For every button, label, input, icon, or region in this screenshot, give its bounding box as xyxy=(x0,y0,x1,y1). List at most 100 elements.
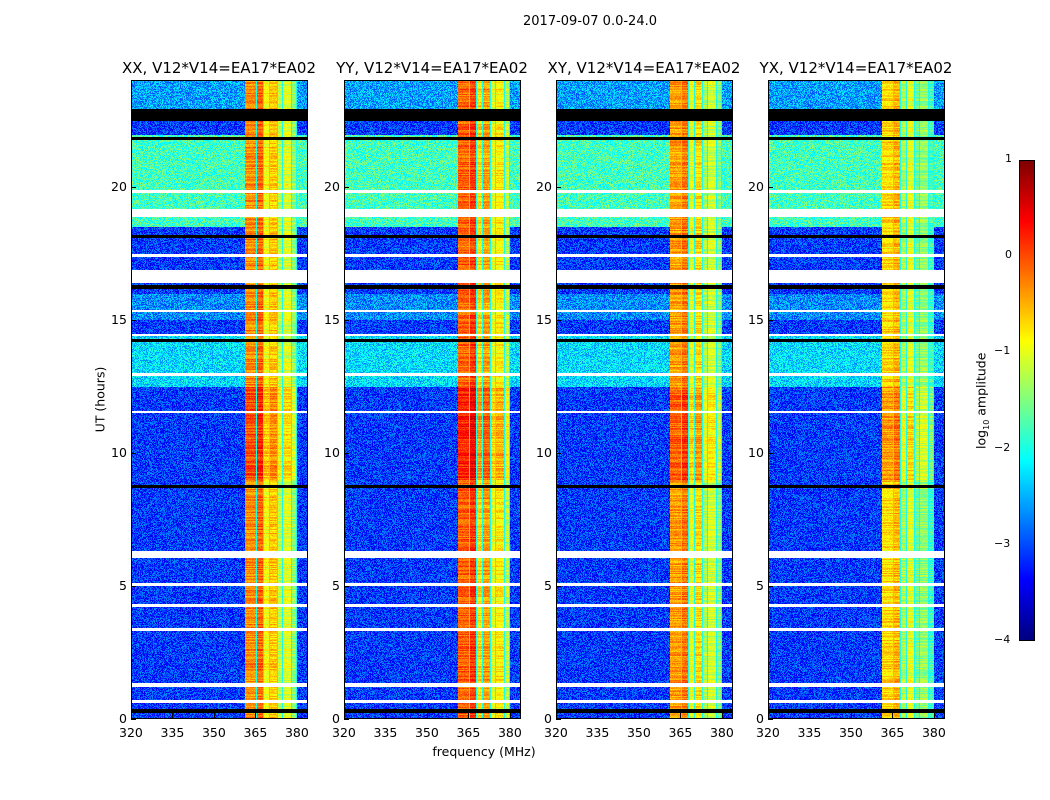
x-tick-mark xyxy=(213,713,215,718)
x-tick-label: 380 xyxy=(709,725,734,740)
y-tick-label: 10 xyxy=(324,444,340,460)
y-tick-label: 0 xyxy=(332,711,340,726)
colorbar-tick-label: 1 xyxy=(1005,152,1012,165)
y-tick-mark xyxy=(344,452,349,454)
x-tick-mark xyxy=(850,713,852,718)
y-tick-label: 10 xyxy=(111,444,127,460)
colorbar-tick-label: −2 xyxy=(994,440,1011,454)
y-tick-mark xyxy=(131,719,136,720)
y-tick-mark xyxy=(131,585,136,587)
x-tick-mark xyxy=(892,713,894,718)
x-tick-mark xyxy=(296,713,298,718)
y-tick-mark xyxy=(131,452,136,454)
figure-suptitle: 2017-09-07 0.0-24.0 xyxy=(523,14,657,29)
x-tick-label: 320 xyxy=(756,725,780,740)
x-tick-label: 350 xyxy=(201,725,226,740)
x-tick-mark xyxy=(468,713,470,718)
y-tick-label: 10 xyxy=(536,444,552,460)
x-tick-label: 335 xyxy=(585,725,610,740)
y-tick-label: 10 xyxy=(748,444,764,460)
x-axis-label: frequency (MHz) xyxy=(432,744,536,759)
x-tick-label: 335 xyxy=(160,725,185,740)
heatmap-panel-1 xyxy=(344,80,521,719)
x-tick-mark xyxy=(933,713,935,718)
heatmap-image xyxy=(132,81,307,718)
y-tick-label: 20 xyxy=(111,178,127,194)
y-tick-label: 20 xyxy=(536,178,552,194)
panel-title: YY, V12*V14=EA17*EA02 xyxy=(336,59,528,77)
x-tick-label: 335 xyxy=(797,725,822,740)
y-tick-mark xyxy=(768,186,773,188)
colorbar-tick-label: 0 xyxy=(1005,248,1012,262)
x-tick-mark xyxy=(556,713,557,718)
y-tick-label: 5 xyxy=(756,577,764,593)
heatmap-image xyxy=(345,81,520,718)
y-tick-mark xyxy=(768,719,773,720)
y-tick-label: 15 xyxy=(536,311,552,327)
x-tick-mark xyxy=(172,713,174,718)
colorbar xyxy=(1019,160,1035,641)
x-tick-mark xyxy=(680,713,682,718)
x-tick-mark xyxy=(509,713,511,718)
y-tick-mark xyxy=(344,319,349,321)
y-tick-label: 0 xyxy=(119,711,127,726)
x-tick-mark xyxy=(809,713,811,718)
y-tick-label: 15 xyxy=(324,311,340,327)
colorbar-label: log10 amplitude xyxy=(973,352,991,449)
y-tick-label: 15 xyxy=(748,311,764,327)
x-tick-mark xyxy=(426,713,428,718)
x-tick-label: 320 xyxy=(332,725,356,740)
heatmap-panel-3 xyxy=(768,80,945,719)
y-tick-mark xyxy=(556,719,561,720)
y-tick-mark xyxy=(556,319,561,321)
y-tick-label: 20 xyxy=(748,178,764,194)
x-tick-mark xyxy=(344,713,345,718)
x-tick-label: 335 xyxy=(373,725,398,740)
x-tick-label: 350 xyxy=(838,725,863,740)
x-tick-label: 365 xyxy=(668,725,693,740)
y-tick-mark xyxy=(344,719,349,720)
panel-title: YX, V12*V14=EA17*EA02 xyxy=(759,59,953,77)
panel-title: XX, V12*V14=EA17*EA02 xyxy=(121,59,316,77)
y-tick-label: 5 xyxy=(332,577,340,593)
y-tick-label: 0 xyxy=(544,711,552,726)
x-tick-mark xyxy=(131,713,132,718)
x-tick-label: 365 xyxy=(243,725,268,740)
x-tick-label: 380 xyxy=(284,725,309,740)
y-axis-label: UT (hours) xyxy=(92,366,108,433)
heatmap-panel-0 xyxy=(131,80,308,719)
y-tick-label: 20 xyxy=(324,178,340,194)
colorbar-tick-label: −4 xyxy=(994,633,1011,646)
y-tick-mark xyxy=(131,319,136,321)
panel-title: XY, V12*V14=EA17*EA02 xyxy=(547,59,741,77)
heatmap-panel-2 xyxy=(556,80,733,719)
x-tick-mark xyxy=(721,713,723,718)
x-tick-label: 320 xyxy=(119,725,143,740)
x-tick-mark xyxy=(385,713,387,718)
y-tick-label: 0 xyxy=(756,711,764,726)
y-tick-mark xyxy=(768,452,773,454)
heatmap-image xyxy=(769,81,944,718)
y-tick-mark xyxy=(556,452,561,454)
y-tick-mark xyxy=(344,186,349,188)
y-tick-mark xyxy=(556,585,561,587)
x-tick-mark xyxy=(638,713,640,718)
y-tick-mark xyxy=(768,319,773,321)
y-tick-mark xyxy=(344,585,349,587)
x-tick-mark xyxy=(768,713,769,718)
y-tick-label: 15 xyxy=(111,311,127,327)
y-tick-mark xyxy=(768,585,773,587)
x-tick-label: 320 xyxy=(544,725,568,740)
x-tick-label: 380 xyxy=(921,725,946,740)
x-tick-label: 350 xyxy=(626,725,651,740)
y-tick-mark xyxy=(556,186,561,188)
x-tick-label: 365 xyxy=(880,725,905,740)
x-tick-label: 380 xyxy=(497,725,522,740)
y-tick-mark xyxy=(131,186,136,188)
x-tick-label: 350 xyxy=(414,725,439,740)
colorbar-tick-label: −1 xyxy=(994,344,1011,358)
y-tick-label: 5 xyxy=(544,577,552,593)
x-tick-mark xyxy=(255,713,257,718)
colorbar-tick-label: −3 xyxy=(994,536,1011,550)
